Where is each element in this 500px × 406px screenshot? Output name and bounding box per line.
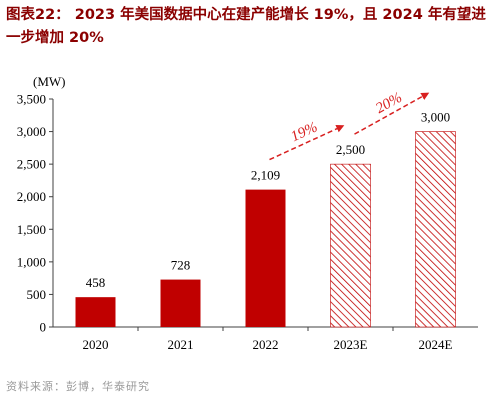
figure-title: 图表22： 2023 年美国数据中心在建产能增长 19%，且 2024 年有望进…	[6, 7, 486, 46]
y-tick-label: 3,500	[17, 92, 46, 107]
data-label: 458	[86, 275, 106, 290]
data-label: 728	[171, 258, 191, 273]
bar-estimated	[330, 163, 371, 328]
x-tick-label: 2021	[168, 337, 194, 352]
source-note: 资料来源：彭博，华泰研究	[6, 380, 150, 393]
growth-label: 20%	[373, 90, 405, 117]
y-tick-label: 500	[27, 287, 47, 302]
data-label: 2,109	[251, 168, 280, 183]
y-unit-label: (MW)	[33, 74, 66, 89]
y-tick-label: 3,000	[17, 124, 46, 139]
data-label: 3,000	[421, 110, 450, 125]
growth-arrow	[269, 125, 345, 161]
y-tick-label: 0	[40, 320, 47, 335]
y-tick-label: 2,000	[17, 189, 46, 204]
x-tick-label: 2023E	[334, 337, 368, 352]
bar	[75, 297, 116, 327]
bars	[75, 131, 456, 328]
y-tick-label: 1,000	[17, 254, 46, 269]
bar	[160, 279, 201, 327]
y-tick-label: 2,500	[17, 157, 46, 172]
y-tick-label: 1,500	[17, 222, 46, 237]
x-tick-label: 2020	[83, 337, 109, 352]
bar	[245, 189, 286, 327]
growth-label: 19%	[289, 119, 321, 145]
x-tick-label: 2024E	[419, 337, 453, 352]
x-tick-label: 2022	[253, 337, 279, 352]
data-label: 2,500	[336, 142, 365, 157]
axes: 0 500 1,000 1,500 2,000 2,500 3,000 3,500 2020 20…	[17, 92, 478, 352]
value-labels: 458 728 2,109 2,500 3,000	[86, 110, 450, 291]
bar-estimated	[415, 131, 456, 328]
growth-arrow	[354, 92, 430, 135]
